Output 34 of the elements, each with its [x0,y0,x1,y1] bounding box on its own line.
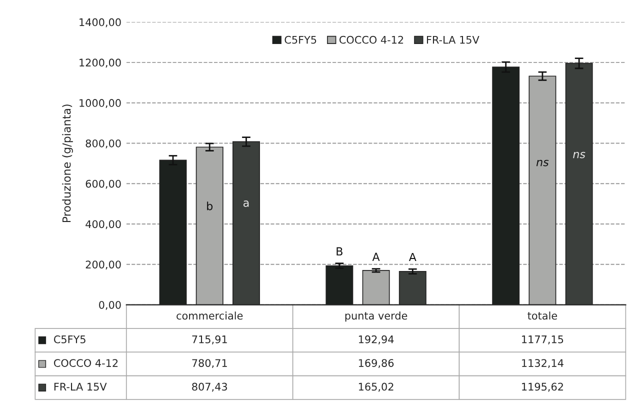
annotation: a [243,200,249,207]
y-tick-label: 0,00 [99,300,121,310]
text: COCCO 4-12 [54,359,118,367]
data-label: 1195,62 [522,382,563,392]
annotation: A [408,252,416,262]
annotation: B [336,247,342,256]
text: FR-LA 15V [54,382,107,391]
y-tick-label: 1400,00 [80,18,121,28]
annotation: b [207,202,213,210]
data-label: 1177,15 [522,336,564,344]
y-tick-label: 1200,00 [80,58,121,68]
data-label: 807,43 [192,382,227,392]
y-tick-label: 400,00 [86,220,121,230]
x-tick-label: commerciale [176,312,243,320]
data-label: 192,94 [358,335,394,344]
x-tick-label: totale [528,312,558,320]
data-label: 165,02 [358,382,394,392]
legend-label: COCCO 4-12 [339,36,404,44]
annotation: ns [536,160,549,166]
y-tick-label: 1000,00 [80,99,121,108]
y-tick-label: 200,00 [86,260,121,270]
text: C5FY5 [54,335,86,344]
data-label: 780,71 [192,359,227,368]
y-tick-label: 800,00 [86,139,121,148]
y-axis-title: Produzione (g/pianta) [62,104,73,222]
y-tick-label: 600,00 [86,180,121,189]
x-tick-label: punta verde [345,312,408,322]
data-label: 1132,14 [522,359,564,368]
legend-label: C5FY5 [284,36,316,44]
annotation: A [372,252,380,261]
data-label: 715,91 [192,335,227,344]
annotation: ns [573,152,586,158]
legend-label: FR-LA 15V [426,36,480,44]
data-label: 169,86 [358,359,394,368]
